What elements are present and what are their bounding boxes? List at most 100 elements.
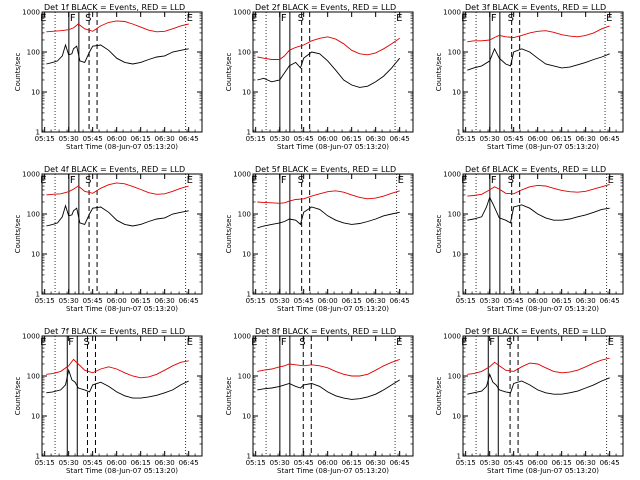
x-tick-label: 06:15 <box>342 459 362 467</box>
x-tick-label: 05:15 <box>35 297 55 305</box>
x-tick-label: 05:15 <box>35 459 55 467</box>
x-tick-label: 06:45 <box>179 297 199 305</box>
y-tick-label: 1000 <box>233 333 251 341</box>
x-tick-label: 05:45 <box>504 135 524 143</box>
y-tick-label: 100 <box>448 211 461 219</box>
y-tick-label: 1000 <box>443 9 461 17</box>
x-tick-label: 05:30 <box>59 297 79 305</box>
y-tick-label: 1 <box>457 453 461 461</box>
y-tick-label: 100 <box>27 211 40 219</box>
x-axis-label: Start Time (08-Jun-07 05:13:20) <box>487 143 599 151</box>
panel-title: Det 3f BLACK = Events, RED = LLD <box>465 3 606 12</box>
x-tick-label: 05:30 <box>270 459 290 467</box>
plot-frame <box>252 335 414 457</box>
x-tick-label: 05:15 <box>35 135 55 143</box>
x-tick-label: 06:00 <box>528 459 548 467</box>
x-tick-label: 06:00 <box>528 297 548 305</box>
y-axis-label: Counts/sec <box>435 53 443 92</box>
y-tick-label: 100 <box>238 211 251 219</box>
x-tick-label: 06:00 <box>318 459 338 467</box>
y-tick-label: 100 <box>448 373 461 381</box>
flag-e-left: E <box>251 175 257 186</box>
lld-series-line <box>46 20 189 33</box>
x-axis-label: Start Time (08-Jun-07 05:13:20) <box>66 305 178 313</box>
y-axis-label: Counts/sec <box>435 215 443 254</box>
y-axis-label: Counts/sec <box>14 215 22 254</box>
x-tick-label: 06:00 <box>107 459 127 467</box>
x-tick-label: 06:15 <box>131 297 151 305</box>
x-tick-label: 06:15 <box>552 459 572 467</box>
y-tick-label: 100 <box>27 373 40 381</box>
flag-s: S <box>299 337 305 348</box>
flag-e-left: E <box>461 337 467 348</box>
x-tick-label: 06:15 <box>342 135 362 143</box>
panel-title: Det 8f BLACK = Events, RED = LLD <box>255 327 396 336</box>
lld-series-line <box>467 357 610 375</box>
plot-frame <box>462 11 624 133</box>
flag-e-right: E <box>187 337 193 348</box>
events-series-line <box>46 204 189 227</box>
y-tick-label: 1000 <box>443 171 461 179</box>
plot-frame <box>41 335 203 457</box>
y-tick-label: 10 <box>452 89 461 97</box>
flag-f: F <box>491 13 497 24</box>
x-tick-label: 05:45 <box>504 459 524 467</box>
x-tick-label: 06:45 <box>390 135 410 143</box>
detector-panel-8: Det 8f BLACK = Events, RED = LLD 1 10 100 10… <box>225 327 414 475</box>
lld-series-line <box>257 190 400 204</box>
x-tick-label: 05:15 <box>246 459 266 467</box>
flag-e-left: E <box>40 175 46 186</box>
y-tick-label: 10 <box>31 89 40 97</box>
detector-panel-6: Det 6f BLACK = Events, RED = LLD 1 10 100 10… <box>435 165 624 313</box>
detector-panel-9: Det 9f BLACK = Events, RED = LLD 1 10 100 10… <box>435 327 624 475</box>
y-tick-label: 100 <box>238 373 251 381</box>
x-tick-label: 06:15 <box>131 135 151 143</box>
flag-s: S <box>85 175 91 186</box>
flag-s: S <box>508 175 514 186</box>
x-tick-label: 06:30 <box>576 135 596 143</box>
x-tick-label: 06:30 <box>576 459 596 467</box>
detector-panel-5: Det 5f BLACK = Events, RED = LLD 1 10 100 10… <box>225 165 414 313</box>
x-tick-label: 05:15 <box>246 297 266 305</box>
x-tick-label: 06:00 <box>318 297 338 305</box>
y-tick-label: 1 <box>457 129 461 137</box>
x-tick-label: 05:15 <box>246 135 266 143</box>
lld-series-line <box>46 182 189 196</box>
flag-f: F <box>281 337 287 348</box>
lld-series-line <box>467 183 610 197</box>
events-series-line <box>257 51 401 88</box>
y-tick-label: 1 <box>36 291 40 299</box>
detector-panel-3: Det 3f BLACK = Events, RED = LLD 1 10 100 10… <box>435 3 624 151</box>
x-tick-label: 05:30 <box>480 459 500 467</box>
x-tick-label: 05:30 <box>59 459 79 467</box>
events-series-line <box>467 372 610 395</box>
y-tick-label: 1 <box>247 453 251 461</box>
flag-e-right: E <box>606 13 612 24</box>
x-tick-label: 06:15 <box>131 459 151 467</box>
plot-frame <box>252 11 414 133</box>
y-tick-label: 100 <box>448 49 461 57</box>
flag-e-right: E <box>396 13 402 24</box>
plot-frame <box>462 335 624 457</box>
y-tick-label: 10 <box>242 89 251 97</box>
x-tick-label: 06:00 <box>107 135 127 143</box>
x-tick-label: 06:00 <box>318 135 338 143</box>
y-tick-label: 10 <box>242 413 251 421</box>
flag-f: F <box>281 175 287 186</box>
x-tick-label: 06:15 <box>552 297 572 305</box>
x-tick-label: 06:30 <box>576 297 596 305</box>
y-tick-label: 1000 <box>443 333 461 341</box>
y-tick-label: 1 <box>247 291 251 299</box>
x-tick-label: 06:30 <box>366 135 386 143</box>
y-tick-label: 10 <box>452 251 461 259</box>
x-axis-label: Start Time (08-Jun-07 05:13:20) <box>277 305 389 313</box>
detector-panel-4: Det 4f BLACK = Events, RED = LLD 1 10 100 10… <box>14 165 203 313</box>
lld-series-line <box>467 25 610 43</box>
y-axis-label: Counts/sec <box>225 215 233 254</box>
y-axis-label: Counts/sec <box>14 53 22 92</box>
y-tick-label: 100 <box>27 49 40 57</box>
flag-s: S <box>85 13 91 24</box>
x-tick-label: 05:30 <box>270 297 290 305</box>
plot-frame <box>41 11 203 133</box>
x-tick-label: 06:30 <box>155 459 175 467</box>
